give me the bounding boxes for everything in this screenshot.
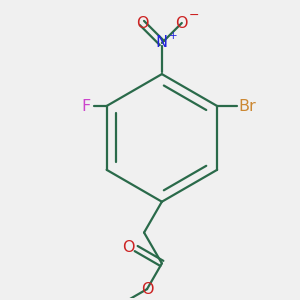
Text: O: O xyxy=(136,16,148,31)
Text: N: N xyxy=(156,35,168,50)
Text: Br: Br xyxy=(238,98,256,113)
Text: O: O xyxy=(122,241,135,256)
Text: −: − xyxy=(188,9,199,22)
Text: +: + xyxy=(169,31,178,40)
Text: F: F xyxy=(81,98,90,113)
Text: O: O xyxy=(141,282,153,297)
Text: O: O xyxy=(176,16,188,31)
